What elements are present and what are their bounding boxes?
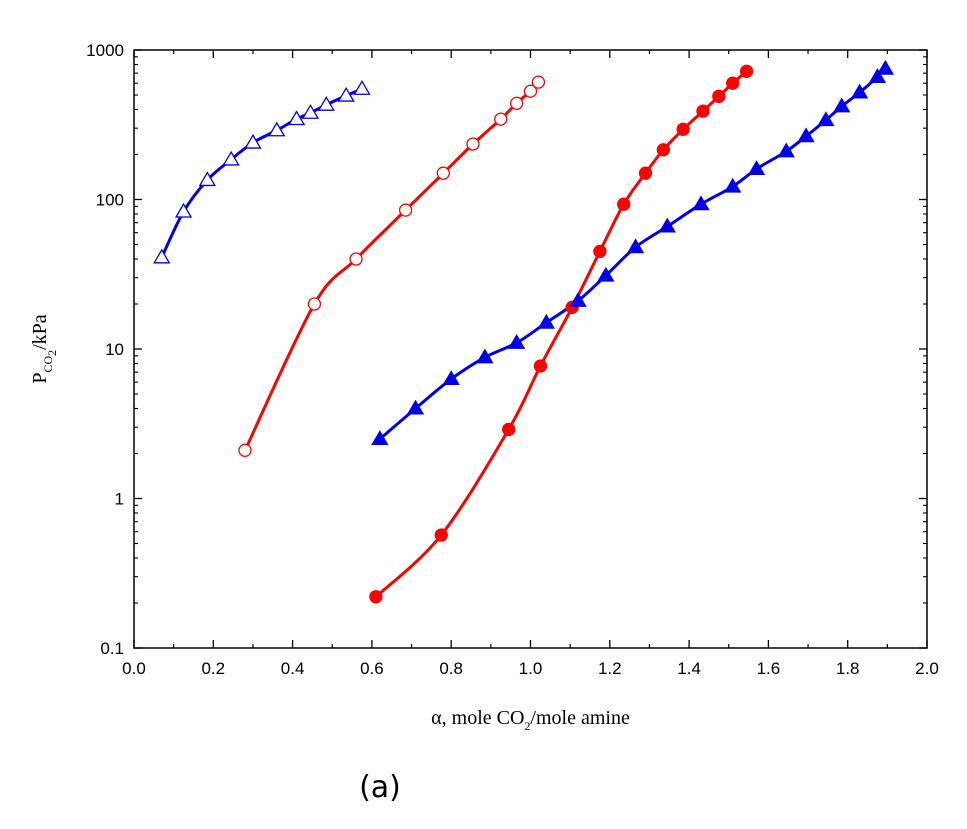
series-curves [160,67,887,598]
series-2-point [502,422,516,437]
series-3-point [747,160,766,176]
x-tick-label: 0.8 [439,659,463,678]
series-3-point [868,68,887,84]
series-1-point [531,75,546,89]
series-3-point [476,348,494,364]
x-tick-label: 0.2 [201,659,225,678]
series-3-point [817,111,835,127]
series-2-point [696,104,710,118]
x-axis-title: α, mole CO2/mole amine [431,707,630,733]
series-2-line [374,70,748,598]
series-3-point [507,334,526,349]
series-3-point [833,97,851,113]
series-3-point [406,399,425,415]
x-tick-label: 1.2 [598,659,622,678]
series-1-point [398,203,413,217]
series-2-point [726,76,740,90]
axes [133,49,928,649]
series-0-point [268,121,286,137]
series-1-point [466,137,480,151]
series-2-point [712,89,726,103]
series-2-point [638,166,653,180]
x-tick-label: 1.6 [757,659,781,678]
series-0-line [160,87,363,259]
series-0-point [222,150,240,166]
series-3-point [692,195,710,211]
series-2-point [617,197,631,211]
series-1-point [307,297,322,311]
series-3-point [597,266,615,282]
y-tick-label: 1 [115,490,124,509]
series-0-point [353,80,371,95]
series-3-point [797,127,815,143]
series-3-point [777,142,795,158]
x-tick-label: 1.8 [836,659,860,678]
y-axis-title-prefix: P [29,373,51,384]
series-1-point [238,443,252,457]
y-tick-label: 0.1 [100,639,124,658]
series-0-point [244,133,262,149]
tick-labels: 0.0 0.2 0.4 0.6 0.8 1.0 1.2 1.4 1.6 1.8 2.0 0.1 1 10 1… [86,41,939,678]
series-0-point [174,202,193,218]
series-markers [153,59,894,604]
series-3-point [569,292,587,307]
y-axis-title-suffix: /kPa [29,314,51,350]
series-3-point [626,238,645,254]
series-3-point [442,370,460,386]
series-1-point [494,112,508,126]
series-0-point [337,86,355,102]
series-3-point [658,217,676,233]
series-2-point [656,143,670,157]
series-3-point [537,313,555,329]
series-2-point [369,590,383,604]
series-2-point [533,359,548,373]
series-3-point [850,83,869,99]
x-axis-title-sub: 2 [524,719,530,733]
series-2-point [676,122,690,136]
x-tick-label: 1.4 [677,659,701,678]
series-0-point [317,96,335,111]
panel-label: (a) [359,770,401,805]
series-2-point [434,528,448,542]
series-0-point [198,171,216,187]
series-1-point [509,96,524,110]
series-1-point [436,166,450,180]
y-tick-label: 1000 [86,41,124,60]
series-3-point [371,430,389,446]
y-axis-title: PCO2/kPa [29,314,59,383]
series-2-point [739,64,754,78]
x-tick-label: 0.6 [360,659,384,678]
y-axis-title-subsub: 2 [45,350,59,356]
x-tick-label: 1.0 [519,659,543,678]
x-axis-title-prefix: α, mole CO [431,707,524,729]
series-0-point [287,110,306,126]
series-0-point [301,104,320,119]
y-axis-title-sub: CO [41,356,55,373]
x-axis-title-suffix: /mole amine [530,707,630,729]
series-1-line [243,81,540,451]
y-tick-label: 10 [105,340,124,359]
series-3-point [876,59,894,75]
x-tick-label: 0.4 [281,659,305,678]
series-1-point [523,84,538,98]
x-tick-label: 2.0 [915,659,939,678]
y-tick-label: 100 [96,191,124,210]
series-1-point [349,252,363,266]
series-2-point [593,244,607,258]
series-0-point [153,248,171,264]
x-tick-label: 0.0 [122,659,146,678]
series-3-point [724,177,742,193]
